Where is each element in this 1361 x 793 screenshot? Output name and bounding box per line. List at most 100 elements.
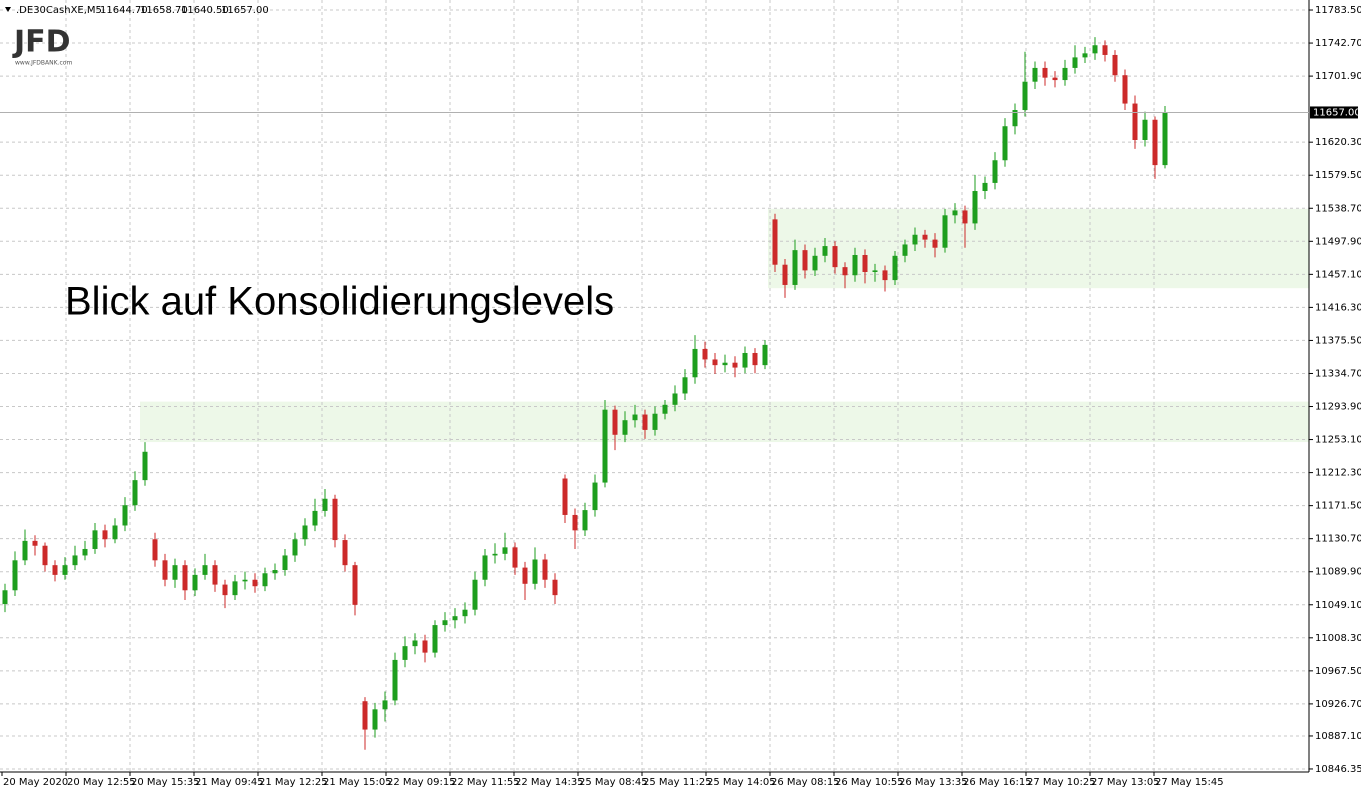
- candle-body: [732, 362, 738, 368]
- candle-body: [122, 505, 128, 526]
- x-tick-label: 27 May 15:45: [1155, 777, 1224, 788]
- candle-body: [1002, 126, 1008, 161]
- candle-body: [132, 480, 138, 506]
- candle-body: [52, 565, 58, 575]
- candle-body: [792, 250, 798, 285]
- candle-body: [512, 547, 518, 568]
- candle-body: [482, 555, 488, 580]
- candle-body: [252, 579, 258, 587]
- y-tick-label: 11416.30: [1315, 302, 1361, 313]
- candle-body: [652, 413, 658, 430]
- candle-body: [382, 700, 388, 710]
- candle-body: [682, 377, 688, 394]
- candle-body: [1032, 67, 1038, 82]
- y-tick-label: 11538.70: [1315, 203, 1361, 214]
- candle-body: [302, 525, 308, 540]
- y-tick-label: 11742.70: [1315, 38, 1361, 49]
- candle-body: [942, 215, 948, 248]
- y-tick-label: 10846.35: [1315, 764, 1361, 775]
- y-tick-label: 11375.50: [1315, 335, 1361, 346]
- candle-body: [712, 359, 718, 366]
- candle-body: [752, 352, 758, 366]
- candle-body: [432, 625, 438, 653]
- candle-body: [1092, 45, 1098, 54]
- symbol: .DE30CashXE,M5: [16, 5, 102, 16]
- candle-body: [952, 210, 958, 216]
- x-tick-label: 27 May 13:05: [1091, 777, 1160, 788]
- candle-body: [1082, 53, 1088, 58]
- candle-body: [932, 239, 938, 248]
- candle-body: [832, 246, 838, 268]
- logo-brand: JFD: [12, 25, 71, 60]
- candle-body: [522, 567, 528, 584]
- candle-body: [1142, 119, 1148, 140]
- candle-body: [272, 570, 278, 574]
- y-tick-label: 11620.30: [1315, 137, 1361, 148]
- candle-body: [602, 409, 608, 483]
- candle-body: [552, 579, 558, 596]
- candle-body: [582, 510, 588, 531]
- candle-body: [992, 160, 998, 183]
- zone: [768, 208, 1309, 289]
- candle-body: [342, 540, 348, 566]
- y-tick-label: 11171.50: [1315, 501, 1361, 512]
- candle-body: [1152, 119, 1158, 166]
- candle-body: [622, 420, 628, 435]
- candle-body: [12, 560, 18, 591]
- candle-body: [662, 404, 668, 414]
- x-tick-label: 20 May 2020: [3, 777, 68, 788]
- candle-body: [982, 182, 988, 192]
- candle-body: [502, 547, 508, 554]
- candle-body: [102, 530, 108, 540]
- menu-arrow[interactable]: [5, 7, 11, 12]
- x-tick-label: 26 May 13:35: [899, 777, 968, 788]
- y-tick-label: 11293.90: [1315, 402, 1361, 413]
- candle-body: [322, 498, 328, 511]
- price-label: 11657.00: [1313, 107, 1361, 118]
- candle-body: [112, 525, 118, 540]
- candle-body: [902, 244, 908, 256]
- candle-body: [762, 344, 768, 366]
- candle-body: [1162, 112, 1168, 166]
- y-tick-label: 11334.70: [1315, 368, 1361, 379]
- y-tick-label: 11130.70: [1315, 534, 1361, 545]
- candle-body: [22, 540, 28, 561]
- candle-body: [2, 590, 8, 605]
- candle-body: [612, 409, 618, 435]
- candle-body: [1042, 67, 1048, 78]
- x-tick-label: 22 May 09:15: [387, 777, 456, 788]
- candle-body: [152, 539, 158, 561]
- candle-body: [492, 553, 498, 556]
- x-tick-label: 20 May 12:55: [67, 777, 136, 788]
- candle-body: [212, 565, 218, 585]
- candle-body: [42, 545, 48, 566]
- candle-body: [222, 584, 228, 596]
- header-price: 11657.00: [221, 5, 269, 16]
- candle-body: [1012, 110, 1018, 127]
- candle-body: [892, 255, 898, 281]
- candle-body: [442, 620, 448, 626]
- y-tick-label: 11089.90: [1315, 567, 1361, 578]
- y-tick-label: 10967.50: [1315, 666, 1361, 677]
- candle-body: [72, 555, 78, 566]
- y-tick-label: 11701.90: [1315, 71, 1361, 82]
- candle-body: [1132, 103, 1138, 140]
- x-tick-label: 21 May 09:45: [195, 777, 264, 788]
- header-price: 11640.50: [181, 5, 229, 16]
- candle-body: [842, 267, 848, 276]
- candle-body: [312, 510, 318, 526]
- candle-body: [292, 539, 298, 556]
- candle-body: [422, 640, 428, 653]
- x-tick-label: 25 May 14:05: [707, 777, 776, 788]
- x-tick-label: 27 May 10:25: [1027, 777, 1096, 788]
- candle-body: [1122, 75, 1128, 104]
- candle-body: [772, 219, 778, 265]
- y-tick-label: 11212.30: [1315, 468, 1361, 479]
- candle-body: [1112, 54, 1118, 76]
- candle-body: [282, 555, 288, 571]
- x-tick-label: 20 May 15:35: [131, 777, 200, 788]
- candle-body: [592, 482, 598, 511]
- x-tick-label: 21 May 15:05: [323, 777, 392, 788]
- candle-body: [352, 565, 358, 605]
